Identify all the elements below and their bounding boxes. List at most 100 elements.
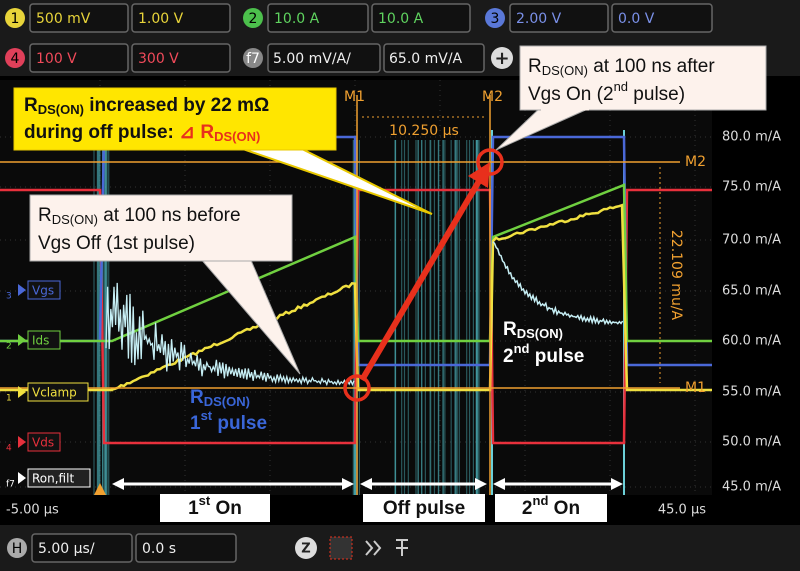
ch2-scale-box[interactable] bbox=[267, 3, 369, 33]
delay: 0.0 s bbox=[142, 541, 176, 557]
ch1-badge[interactable] bbox=[5, 8, 25, 28]
ch1-offset-box[interactable] bbox=[131, 3, 231, 33]
ch1-offset: 1.00 V bbox=[138, 11, 184, 27]
zoom-button[interactable] bbox=[295, 537, 317, 559]
callout-after: RDS(ON) at 100 ns after Vgs On (2nd puls… bbox=[495, 45, 767, 151]
ron-trace-1 bbox=[105, 282, 355, 387]
channel-name: Vgs bbox=[32, 284, 54, 298]
arrow-head bbox=[360, 478, 372, 490]
ch2-offset-box[interactable] bbox=[371, 3, 471, 33]
channel-pointer bbox=[18, 386, 26, 398]
pulse1-label: 1st pulse bbox=[190, 408, 267, 434]
axis-label: 65.0 m/A bbox=[722, 284, 781, 299]
channel-bar: 1 500 mV 1.00 V 2 10.0 A 10.0 A 3 2.00 V… bbox=[0, 0, 800, 76]
ch3-offset-box[interactable] bbox=[611, 3, 713, 33]
cursor-button[interactable] bbox=[329, 536, 353, 560]
second-on-label: 2nd On bbox=[522, 493, 580, 519]
arrow-head bbox=[468, 162, 490, 188]
ch2-badge-text: 2 bbox=[249, 11, 258, 27]
ch4-offset-box[interactable] bbox=[131, 43, 231, 73]
ch4-badge-text: 4 bbox=[11, 51, 20, 67]
channel-num: 3 bbox=[6, 292, 12, 302]
channel-num: 2 bbox=[6, 342, 12, 352]
axis-label: 75.0 m/A bbox=[722, 180, 781, 195]
callout-text: Vgs On (2nd pulse) bbox=[528, 79, 685, 105]
arrow-head bbox=[475, 478, 487, 490]
h-badge-text: H bbox=[12, 541, 23, 557]
traces bbox=[0, 130, 712, 495]
pin-button[interactable] bbox=[396, 539, 408, 556]
time-start: -5.00 µs bbox=[6, 503, 59, 518]
axis-label: 80.0 m/A bbox=[722, 130, 781, 145]
arrow-head bbox=[611, 478, 623, 490]
channel-tag bbox=[27, 330, 61, 350]
channel-num: f7 bbox=[6, 480, 15, 490]
callout-box bbox=[519, 45, 767, 111]
channel-name: Ron,filt bbox=[32, 472, 74, 486]
callout-text: Vgs Off (1st pulse) bbox=[38, 233, 195, 254]
timebase-box[interactable] bbox=[31, 533, 133, 563]
m2-side-label: M2 bbox=[685, 154, 706, 170]
pulse2-label: RDS(ON) bbox=[503, 319, 563, 341]
section-box bbox=[160, 494, 270, 522]
ch4-scale-box[interactable] bbox=[29, 43, 129, 73]
right-axis: m/A80.0 m/A75.0 m/A70.0 m/A65.0 m/A60.0 … bbox=[722, 88, 781, 495]
m2-top-label: M2 bbox=[482, 89, 503, 105]
axis-label: 50.0 m/A bbox=[722, 435, 781, 450]
channel-pointer bbox=[18, 334, 26, 346]
axis-label: 55.0 m/A bbox=[722, 385, 781, 400]
channel-labels: 3 Vgs 2 Ids 1 Vclamp 4 Vds f7 Ron,filt bbox=[6, 280, 91, 490]
add-button-text: + bbox=[494, 48, 509, 69]
time-end: 45.0 µs bbox=[658, 503, 706, 518]
channel-pointer bbox=[18, 284, 26, 296]
callout-text: RDS(ON) at 100 ns before bbox=[38, 205, 241, 227]
callout-text: RDS(ON) increased by 22 mΩ bbox=[24, 95, 269, 117]
axis-label: 70.0 m/A bbox=[722, 233, 781, 248]
arrow-shaft bbox=[359, 174, 485, 382]
channel-name: Vclamp bbox=[32, 386, 77, 400]
timebase: 5.00 µs/ bbox=[38, 541, 95, 557]
ch3-badge[interactable] bbox=[485, 8, 505, 28]
channel-tag bbox=[27, 468, 91, 488]
dy-readout: 22.109 mu/A bbox=[668, 230, 684, 321]
ch1-scale-box[interactable] bbox=[29, 3, 129, 33]
h-badge[interactable] bbox=[7, 538, 27, 558]
zoom-button-text: Z bbox=[301, 542, 310, 557]
add-button[interactable] bbox=[491, 47, 513, 69]
ch2-badge[interactable] bbox=[243, 8, 263, 28]
callout-before: RDS(ON) at 100 ns before Vgs Off (1st pu… bbox=[29, 194, 301, 375]
off-pulse-label: Off pulse bbox=[383, 498, 465, 519]
ch3-scale-box[interactable] bbox=[509, 3, 609, 33]
ron-trace-2 bbox=[492, 241, 624, 326]
channel-tag bbox=[27, 432, 61, 452]
ch3-badge-text: 3 bbox=[491, 11, 500, 27]
ch3-scale: 2.00 V bbox=[516, 11, 562, 27]
f7-scale: 5.00 mV/A/ bbox=[273, 51, 351, 67]
callout-increase: RDS(ON) increased by 22 mΩ during off pu… bbox=[13, 87, 433, 215]
ch4-badge[interactable] bbox=[5, 48, 25, 68]
f7-scale-box[interactable] bbox=[267, 43, 381, 73]
f7-badge-text: f7 bbox=[246, 51, 260, 67]
f7-offset-box[interactable] bbox=[383, 43, 485, 73]
channel-pointer bbox=[18, 472, 26, 484]
sections bbox=[94, 478, 623, 495]
axis-label: 60.0 m/A bbox=[722, 334, 781, 349]
bottom-bar: H 5.00 µs/ 0.0 s Z bbox=[0, 525, 800, 571]
vclamp-trace bbox=[0, 203, 712, 392]
f7-badge[interactable] bbox=[243, 48, 263, 68]
m2-circle bbox=[476, 148, 504, 176]
channel-name: Ids bbox=[32, 334, 49, 348]
run-button[interactable] bbox=[365, 540, 382, 556]
ch4-offset: 300 V bbox=[138, 51, 179, 67]
channel-name: Vds bbox=[32, 436, 54, 450]
channel-pointer bbox=[18, 436, 26, 448]
callout-text: RDS(ON) at 100 ns after bbox=[528, 56, 715, 78]
delay-box[interactable] bbox=[135, 533, 237, 563]
section-box bbox=[495, 494, 607, 522]
trigger-marker bbox=[94, 483, 106, 495]
dt-readout: 10.250 µs bbox=[389, 123, 459, 139]
channel-num: 4 bbox=[6, 444, 12, 454]
cursors: M1 M2 M2 M1 10.250 µs 22.109 mu/A bbox=[0, 89, 706, 495]
ch2-offset: 10.0 A bbox=[378, 11, 424, 27]
